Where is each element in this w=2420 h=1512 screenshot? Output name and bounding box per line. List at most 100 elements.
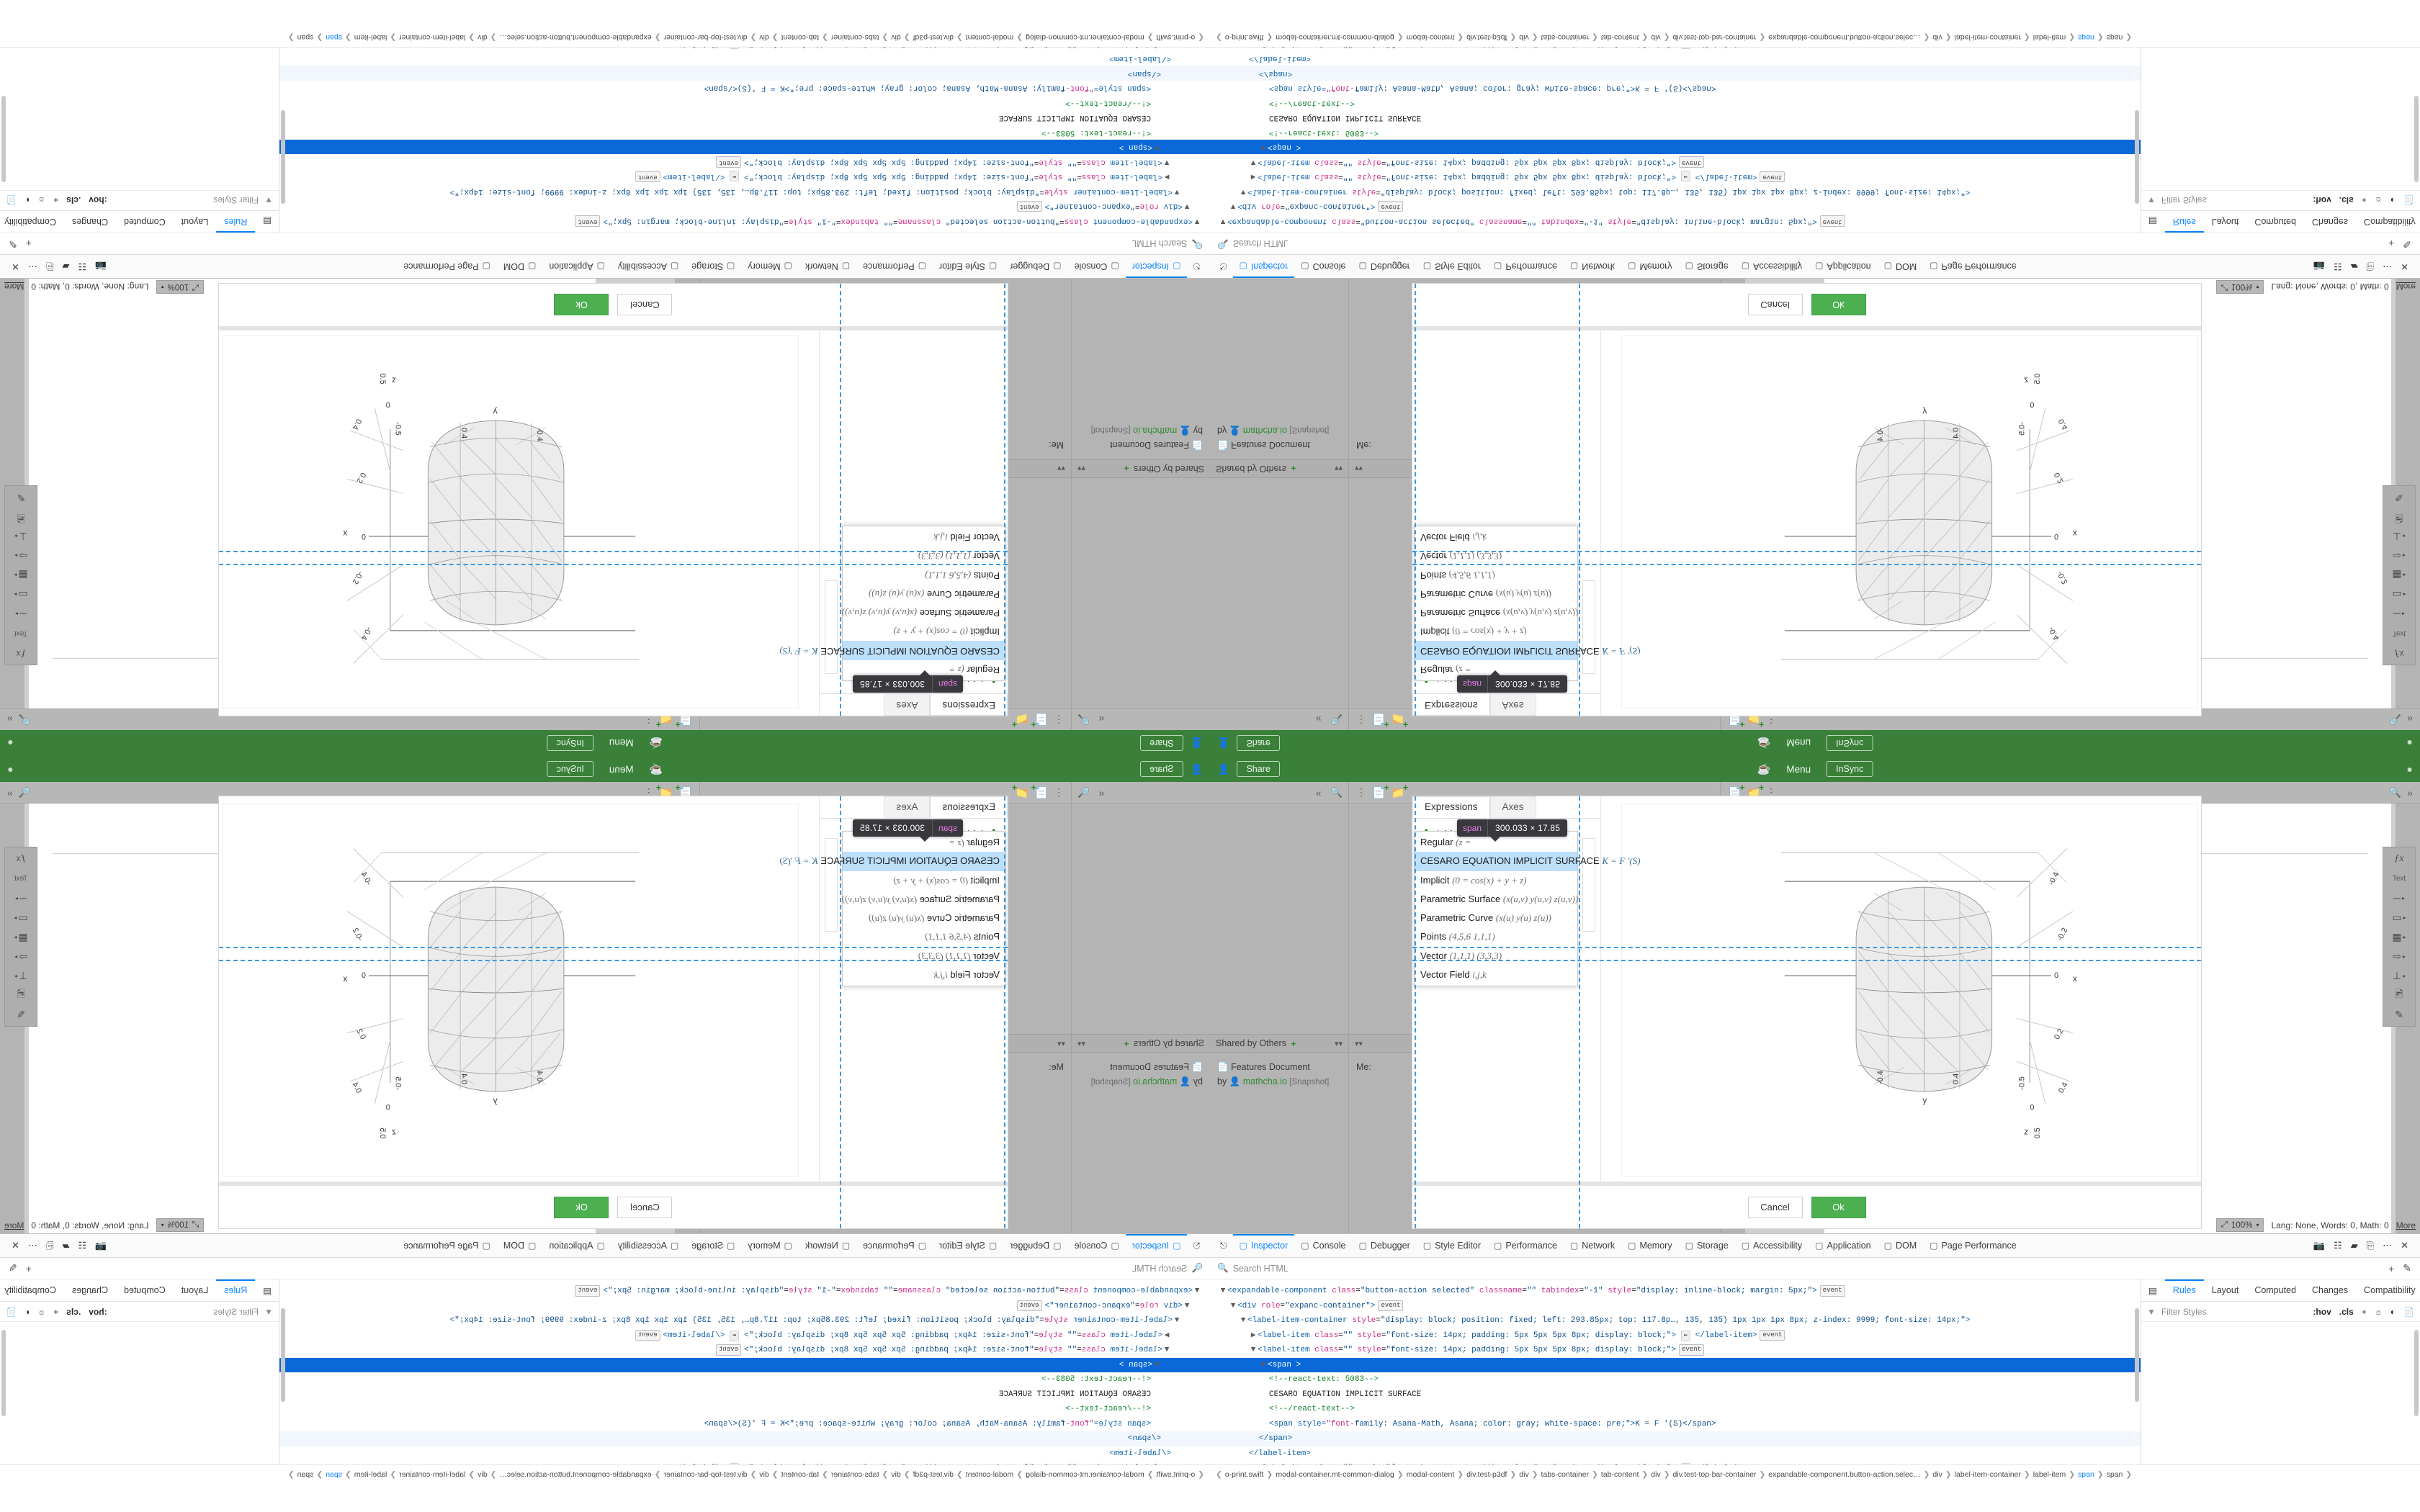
markup-line[interactable]: </label-item> xyxy=(1109,1449,1171,1458)
dark-mode-icon[interactable]: ◐ xyxy=(2390,195,2396,206)
arrow-icon[interactable]: ⇨ ▸ xyxy=(2393,550,2406,562)
breadcrumb-item[interactable]: div.test-p3df xyxy=(1466,33,1507,42)
pick-element-icon[interactable]: ⎋ xyxy=(1220,1240,1227,1251)
dropdown-item-cesaro-equation-implicit-surface[interactable]: CESARO EQUATION IMPLICIT SURFACE K = F ′… xyxy=(1415,852,1640,871)
modal-horizontal-scrollbar[interactable] xyxy=(219,326,1008,330)
breadcrumb-item[interactable]: o-print.swift xyxy=(1156,33,1196,42)
markup-line[interactable]: <!--/react-text--> xyxy=(1065,99,1151,107)
breadcrumb-item[interactable]: div xyxy=(891,1470,901,1479)
rules-tab-compatibility[interactable]: Compatibility xyxy=(4,1285,56,1295)
rules-tab-computed[interactable]: Computed xyxy=(124,1285,166,1295)
markup-line[interactable]: ▼<expandable-component class="button-act… xyxy=(1210,1284,2141,1299)
markup-scrollbar[interactable] xyxy=(281,110,285,204)
breadcrumb[interactable]: ❮ o-print.swift ❯ modal-container.mt-common… xyxy=(1210,29,2420,48)
markup-scrollbar[interactable] xyxy=(2135,110,2139,204)
image-icon[interactable]: 🖻 xyxy=(2395,988,2403,999)
chevrons-left-icon[interactable]: « xyxy=(1098,786,1105,798)
plus-icon[interactable]: + xyxy=(1290,1038,1296,1049)
dark-mode-icon[interactable]: ◐ xyxy=(24,195,30,206)
search-icon[interactable]: 🔍 xyxy=(1330,786,1343,798)
fullscreen-icon[interactable]: ⤢ xyxy=(2220,1220,2228,1229)
devtools-tab-debugger[interactable]: ▢ Debugger xyxy=(1003,1234,1067,1258)
rules-tab-changes[interactable]: Changes xyxy=(2312,217,2349,227)
devtools-tab-application[interactable]: ▢ Application xyxy=(1809,1234,1878,1258)
breadcrumb-item[interactable]: modal-container.mt-common-dialog xyxy=(1026,33,1144,42)
user-icon[interactable]: 👤 xyxy=(1190,762,1203,775)
markup-line[interactable]: ▶<label-item class="" style="font-size: … xyxy=(279,48,1210,51)
rectangle-icon[interactable]: ▭ ▸ xyxy=(2392,911,2406,923)
breadcrumb-scroll-left[interactable]: ❮ xyxy=(1216,33,1222,42)
axis-icon[interactable]: ⊥ ▸ xyxy=(14,969,28,981)
hov-button[interactable]: :hov xyxy=(2313,195,2331,206)
devtools-tab-memory[interactable]: ▢ Memory xyxy=(1621,255,1679,279)
breadcrumb-item[interactable]: span xyxy=(2106,1470,2123,1479)
grid-icon[interactable]: ▦ ▸ xyxy=(2392,570,2406,582)
dropdown-item-points[interactable]: Points (4,5,6 1,1,1) xyxy=(1415,566,1577,585)
devtools-tab-dom[interactable]: ▢ DOM xyxy=(497,1234,543,1258)
dropdown-item-implicit[interactable]: Implicit (0 = cos(x) + y + z) xyxy=(843,622,1005,641)
chevron-down-icon-3[interactable]: ▾ xyxy=(161,1222,164,1228)
breadcrumb-item[interactable]: tabs-container xyxy=(830,33,879,42)
rules-tab-compatibility[interactable]: Compatibility xyxy=(2364,217,2416,227)
search-icon-2[interactable]: 🔍 xyxy=(18,786,32,798)
devtools-tab-debugger[interactable]: ▢ Debugger xyxy=(1352,1234,1416,1258)
new-file-icon[interactable]: 📄 xyxy=(1372,714,1386,726)
kebab-menu-icon[interactable]: ⋮ xyxy=(1054,786,1064,798)
responsive-icon[interactable]: ☷ xyxy=(78,1240,86,1251)
devtools-tab-page-performance[interactable]: ▢ Page Performance xyxy=(1923,255,2023,279)
rules-tab-rules[interactable]: Rules xyxy=(2165,211,2204,233)
devtools-tab-storage[interactable]: ▢ Storage xyxy=(685,1234,741,1258)
grid-icon[interactable]: ▦ ▸ xyxy=(14,930,28,942)
ok-button[interactable]: Ok xyxy=(554,1196,609,1218)
pencil-icon[interactable]: ✎ xyxy=(17,492,25,504)
dropdown-item-vector-field[interactable]: Vector Field i,j,k xyxy=(1415,528,1577,546)
hov-button[interactable]: :hov xyxy=(2313,1306,2331,1317)
document-title[interactable]: Features Document xyxy=(1110,1062,1189,1072)
devtools-tab-memory[interactable]: ▢ Memory xyxy=(741,255,799,279)
responsive-icon[interactable]: ☷ xyxy=(78,261,86,272)
rules-tab-rules[interactable]: Rules xyxy=(216,1279,255,1302)
add-node-icon[interactable]: + xyxy=(2388,238,2395,250)
markup-line[interactable]: </label-item> xyxy=(1249,54,1311,63)
breadcrumb-item[interactable]: modal-content xyxy=(965,33,1014,42)
breadcrumb-item[interactable]: label-item-container xyxy=(399,1470,466,1479)
rules-tab-compatibility[interactable]: Compatibility xyxy=(4,217,56,227)
modal-horizontal-scrollbar[interactable] xyxy=(1412,326,2201,330)
shared-by-others-header-left[interactable]: Shared by Others + ▾▾ xyxy=(1210,459,1348,478)
breadcrumb-item[interactable]: modal-content xyxy=(965,1470,1014,1479)
markup-line[interactable]: CESARO EQUATION IMPLICIT SURFACE xyxy=(998,1390,1151,1399)
breadcrumb-item[interactable]: div xyxy=(1932,33,1942,42)
menu-button[interactable]: Menu xyxy=(609,763,634,775)
markup-line[interactable]: ▼<label-item-container style="display: b… xyxy=(1240,187,1971,196)
breadcrumb-item[interactable]: span xyxy=(326,33,342,42)
breadcrumb-item[interactable]: label-item xyxy=(2033,1470,2066,1479)
dropdown-item-parametric-surface[interactable]: Parametric Surface (x(u,v) y(u,v) z(u,v)… xyxy=(842,603,1005,622)
breadcrumb-item[interactable]: span xyxy=(297,1470,314,1479)
rules-tab-changes[interactable]: Changes xyxy=(71,1285,108,1295)
breadcrumb-item[interactable]: label-item xyxy=(2033,33,2066,42)
breadcrumb-item[interactable]: label-item-container xyxy=(399,33,466,42)
breadcrumb-item[interactable]: div.test-p3df xyxy=(1466,1470,1507,1479)
breadcrumb-item[interactable]: div.test-top-bar-container xyxy=(663,1470,748,1479)
markup-line[interactable]: <span style="font-family: Asana-Math, As… xyxy=(1269,84,1716,93)
zoom-control[interactable]: ⤢ 100% ▾ xyxy=(156,280,205,294)
rules-tab-changes[interactable]: Changes xyxy=(2312,1285,2349,1295)
devtools-tab-accessibility[interactable]: ▢ Accessibility xyxy=(1735,255,1809,279)
markup-line[interactable]: CESARO EQUATION IMPLICIT SURFACE xyxy=(998,113,1151,122)
search-html-field[interactable]: 🔍 Search HTML xyxy=(1210,1258,2380,1279)
responsive-icon[interactable]: ☷ xyxy=(2334,1240,2342,1251)
devtools-tab-performance[interactable]: ▢ Performance xyxy=(1487,1234,1564,1258)
cls-button[interactable]: .cls xyxy=(66,195,81,206)
line-icon[interactable]: ─ ▸ xyxy=(2393,608,2405,620)
devtools-tab-console[interactable]: ▢ Console xyxy=(1068,1234,1126,1258)
dropdown-item-vector[interactable]: Vector (1,1,1) (3,3,3) xyxy=(1415,947,1577,966)
breadcrumb-item[interactable]: div xyxy=(759,1470,769,1479)
axis-icon[interactable]: ⊥ ▸ xyxy=(14,531,28,543)
plot-canvas[interactable]: -0.4 -0.2 0 x 0.2 0.4 -0.4 0.4 y xyxy=(1621,336,2198,708)
devtools-tab-storage[interactable]: ▢ Storage xyxy=(685,255,741,279)
devtools-tab-network[interactable]: ▢ Network xyxy=(799,255,856,279)
markup-line[interactable]: <!--/react-text--> xyxy=(1269,1405,1355,1413)
devtools-tab-inspector[interactable]: ▢ Inspector xyxy=(1233,1234,1295,1258)
formula-tool[interactable]: ƒx xyxy=(2394,853,2404,864)
devtools-tab-accessibility[interactable]: ▢ Accessibility xyxy=(611,1234,685,1258)
